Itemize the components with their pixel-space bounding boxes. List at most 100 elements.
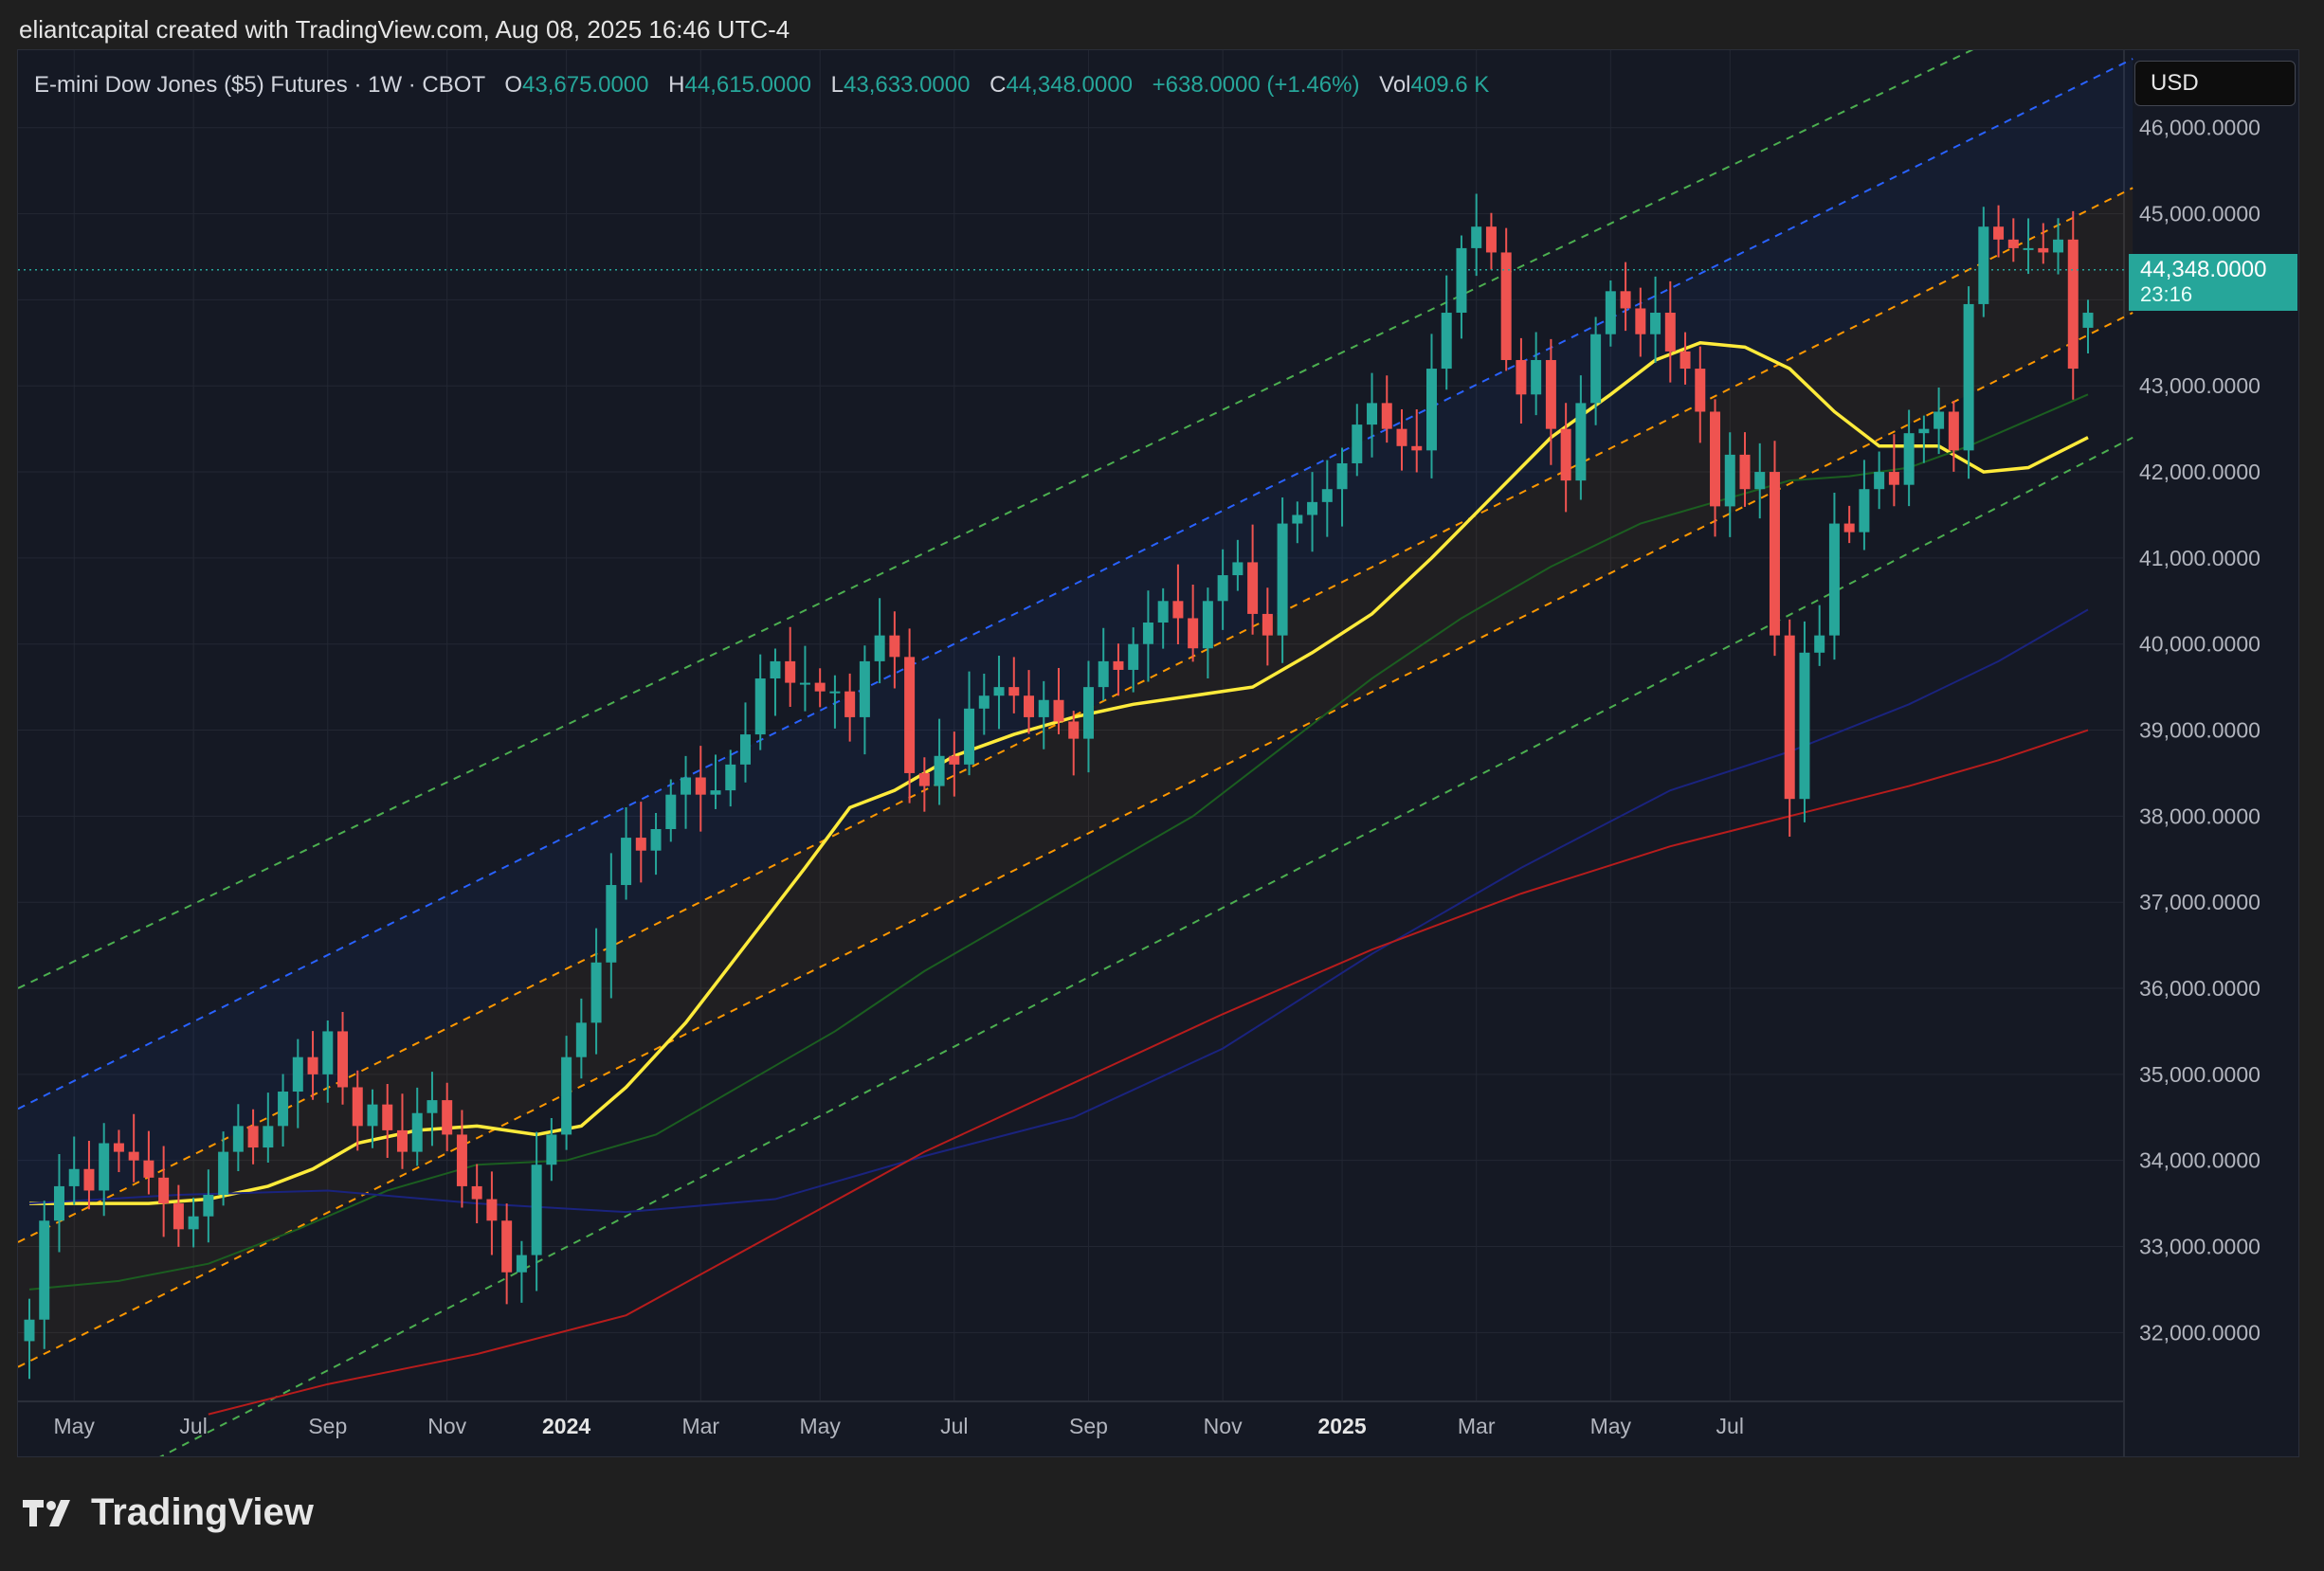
candle-body [53,1185,64,1221]
moving-average-line [208,729,2089,1416]
candle-body [1769,472,1780,636]
y-tick-label: 32,000.0000 [2139,1320,2260,1345]
candle-body [993,687,1005,696]
candle-body [1739,454,1751,490]
candle-body [307,1056,318,1074]
y-tick-label: 42,000.0000 [2139,460,2260,484]
candle-body [1336,462,1348,490]
candle-body [859,660,870,717]
y-tick-label: 39,000.0000 [2139,718,2260,743]
candle-body [1262,613,1273,636]
candle-body [1993,226,2005,240]
candle-body [83,1168,95,1191]
candle-body [725,764,736,791]
candle-body [1068,721,1080,739]
candle-body [710,790,721,795]
candle-body [232,1126,244,1152]
y-tick-label: 45,000.0000 [2139,202,2260,226]
candle-body [1724,454,1735,507]
candle-body [695,777,706,795]
volume-value: 409.6 K [1410,72,1490,98]
candle-body [172,1203,184,1230]
currency-selector[interactable]: USD [2134,61,2296,106]
candle-body [785,660,796,683]
candle-body [978,695,990,709]
x-tick-label: Sep [308,1414,347,1438]
candle-body [635,838,646,851]
moving-average-line [28,393,2089,1291]
candle-body [396,1129,408,1152]
candle-body [1485,226,1497,253]
candlestick-chart[interactable]: 32,000.0000 33,000.0000 34,000.0000 35,000.… [18,50,2298,1456]
candle-body [382,1104,393,1130]
candle-body [188,1216,199,1230]
brand-name: TradingView [91,1491,314,1533]
candle-body [1128,643,1139,670]
candle-body [681,777,692,795]
candle-body [1202,601,1213,649]
candle-body [1381,403,1392,429]
candle-body [575,1022,587,1057]
candle-body [1874,472,1885,490]
candle-body [1024,695,1035,717]
open-label: O [504,72,523,98]
candle-body [1545,359,1556,429]
candle-body [99,1143,110,1191]
x-tick-label: Mar [1458,1414,1496,1438]
low-value: 43,633.0000 [844,72,971,98]
candle-body [770,660,781,679]
candle-body [1321,489,1333,502]
candle-body [113,1143,124,1152]
last-price-value: 44,348.0000 [2140,257,2267,282]
candle-body [322,1031,334,1074]
candle-body [561,1056,572,1135]
symbol-name[interactable]: E-mini Dow Jones ($5) Futures · 1W · CBO… [34,72,485,98]
open-value: 43,675.0000 [522,72,649,98]
candle-body [1008,687,1020,696]
candle-body [24,1319,35,1342]
candle-body [964,708,975,765]
chart-frame[interactable]: 32,000.0000 33,000.0000 34,000.0000 35,000.… [17,49,2299,1457]
candle-body [1113,660,1124,670]
candle-body [1784,635,1795,800]
candle-body [1157,601,1169,623]
candle-body [1217,575,1228,602]
candle-body [1963,303,1974,451]
candle-body [2038,247,2049,253]
bar-countdown: 23:16 [2140,282,2193,306]
candle-body [1575,403,1587,481]
tradingview-brand[interactable]: TradingView [23,1491,314,1534]
moving-average-line [28,608,2089,1214]
candle-body [278,1092,289,1127]
candle-body [918,772,930,786]
x-tick-label: Mar [681,1414,719,1438]
y-tick-label: 41,000.0000 [2139,546,2260,570]
candle-body [754,678,766,735]
candle-body [1918,428,1930,434]
candle-body [829,691,841,694]
close-value: 44,348.0000 [1006,72,1133,98]
x-tick-label: 2025 [1317,1414,1366,1438]
candle-body [292,1056,303,1092]
candle-body [143,1160,154,1178]
candle-body [934,755,945,786]
candle-body [1232,562,1244,576]
candle-body [1425,369,1437,451]
y-tick-label: 38,000.0000 [2139,804,2260,828]
candle-body [427,1100,438,1113]
candle-body [1098,660,1109,688]
x-tick-label: Nov [1204,1414,1243,1438]
candle-body [501,1220,513,1273]
candle-body [1053,699,1064,722]
candle-body [904,657,916,773]
channel-fill-upper [18,59,2133,1242]
candle-body [1172,601,1184,619]
y-tick-label: 40,000.0000 [2139,632,2260,657]
x-tick-label: May [799,1414,841,1438]
candle-body [1650,313,1661,334]
low-label: L [830,72,844,98]
channel-fill-middle [18,188,2133,1367]
candle-body [68,1168,80,1186]
candle-body [263,1126,274,1148]
candle-body [1859,489,1870,533]
